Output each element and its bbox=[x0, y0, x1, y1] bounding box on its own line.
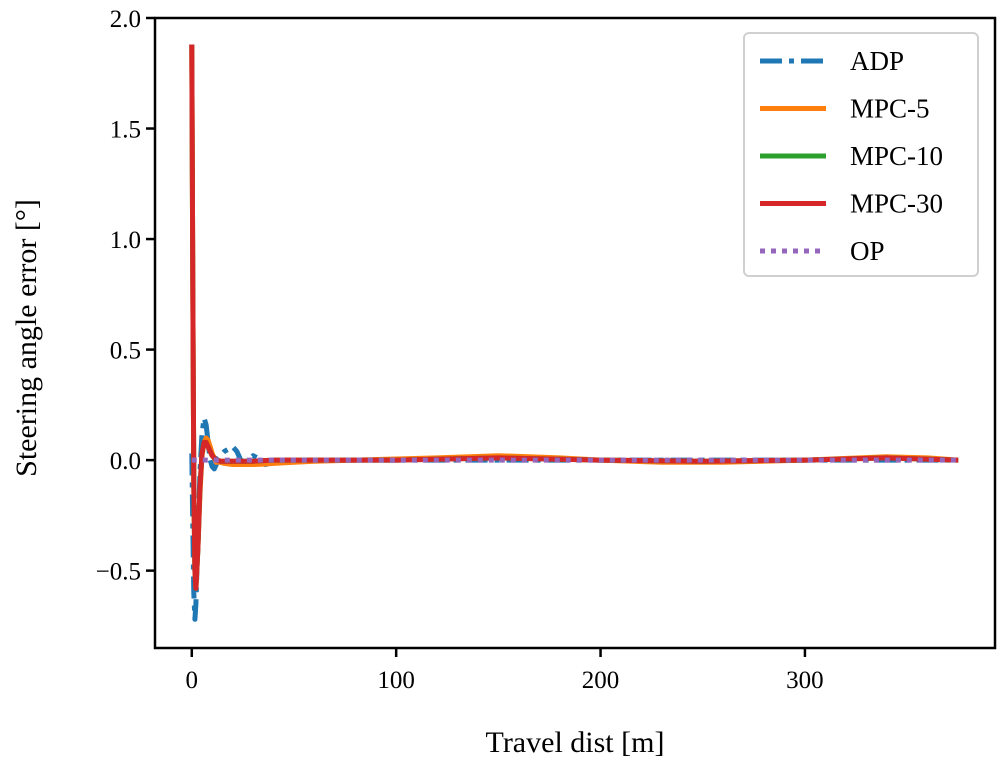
x-axis: 0 100 200 300 bbox=[186, 648, 824, 694]
x-tick-label: 0 bbox=[186, 667, 199, 694]
x-tick-label: 200 bbox=[582, 667, 620, 694]
series-line-adp bbox=[189, 415, 959, 622]
legend-label-mpc-10: MPC-10 bbox=[850, 141, 943, 171]
x-axis-label: Travel dist [m] bbox=[486, 726, 665, 759]
legend-label-mpc-5: MPC-5 bbox=[850, 94, 930, 124]
legend-label-mpc-30: MPC-30 bbox=[850, 189, 943, 219]
y-axis: −0.5 0.0 0.5 1.0 1.5 2.0 bbox=[96, 6, 155, 586]
legend-label-adp: ADP bbox=[850, 46, 904, 76]
y-tick-label: 0.0 bbox=[110, 448, 141, 475]
legend: ADP MPC-5 MPC-10 MPC-30 OP bbox=[743, 32, 979, 277]
x-tick-label: 100 bbox=[377, 667, 415, 694]
y-tick-label: 1.5 bbox=[110, 117, 141, 144]
x-tick-label: 300 bbox=[786, 667, 824, 694]
y-tick-label: 1.0 bbox=[110, 227, 141, 254]
legend-label-op: OP bbox=[850, 236, 885, 266]
y-tick-label: −0.5 bbox=[96, 559, 141, 586]
y-axis-label: Steering angle error [°] bbox=[10, 199, 43, 477]
plot-lines bbox=[189, 44, 959, 622]
axes-frame bbox=[153, 16, 997, 650]
plot-frame bbox=[153, 16, 997, 650]
y-tick-label: 2.0 bbox=[110, 6, 141, 33]
legend-box bbox=[743, 32, 979, 277]
y-tick-label: 0.5 bbox=[110, 338, 141, 365]
